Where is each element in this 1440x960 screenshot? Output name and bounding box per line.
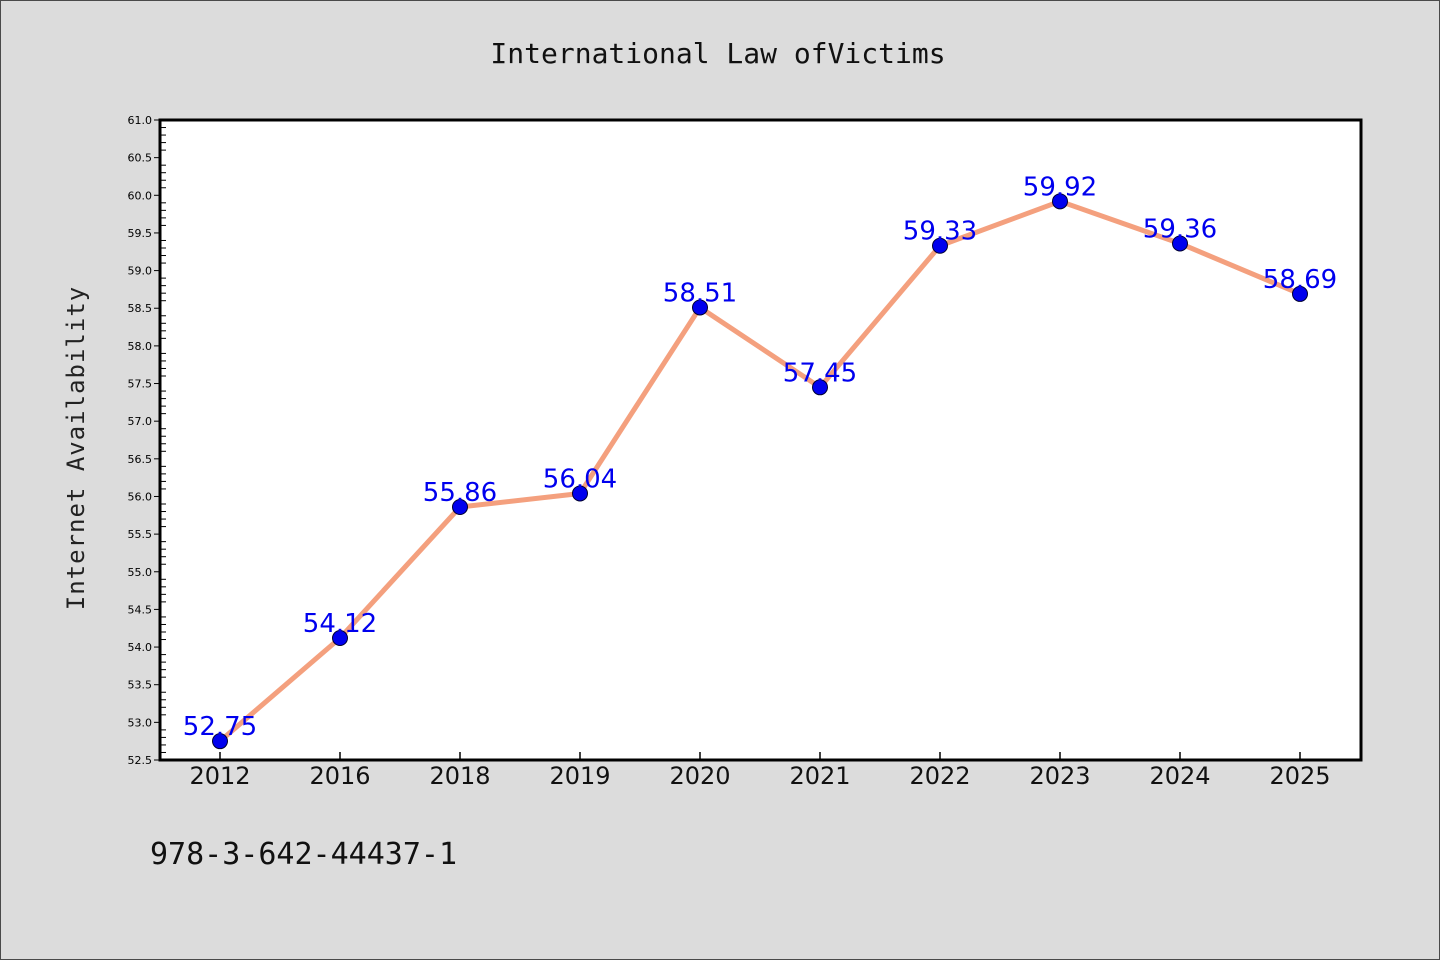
x-tick-label: 2019 <box>549 762 610 790</box>
data-point <box>1172 235 1188 252</box>
data-label: 57.45 <box>783 358 857 388</box>
data-label: 58.69 <box>1263 265 1337 295</box>
y-tick-label: 54.0 <box>128 641 153 654</box>
y-tick-label: 57.5 <box>128 378 153 391</box>
x-tick-label: 2022 <box>909 762 970 790</box>
data-point <box>572 485 588 502</box>
plot-area <box>158 118 1363 762</box>
data-label: 58.51 <box>663 278 737 308</box>
chart-title: International Law ofVictims <box>490 37 945 70</box>
y-tick-label: 60.5 <box>128 152 153 165</box>
y-tick-label: 55.0 <box>128 566 153 579</box>
data-label: 59.36 <box>1143 214 1217 244</box>
y-tick-label: 52.5 <box>128 754 153 767</box>
data-label: 59.33 <box>903 217 977 247</box>
data-point <box>452 499 468 516</box>
series-line <box>218 198 1301 744</box>
data-point <box>332 630 348 647</box>
y-tick-label: 59.5 <box>128 227 153 240</box>
data-point <box>692 299 708 316</box>
x-tick-label: 2021 <box>789 762 850 790</box>
x-tick-label: 2020 <box>669 762 730 790</box>
y-tick-label: 57.0 <box>128 415 153 428</box>
y-tick-label: 55.5 <box>128 528 153 541</box>
data-point <box>212 733 228 750</box>
y-tick-label: 61.0 <box>128 114 153 127</box>
y-tick-label: 53.0 <box>128 716 153 729</box>
isbn-footer: 978-3-642-44437-1 <box>150 837 457 872</box>
data-label: 54.12 <box>303 609 377 639</box>
y-tick-label: 53.5 <box>128 679 153 692</box>
y-tick-label: 59.0 <box>128 265 153 278</box>
x-tick-label: 2023 <box>1029 762 1090 790</box>
y-tick-label: 54.5 <box>128 603 153 616</box>
y-axis: 52.5 53.0 53.5 54.0 54.5 55.0 55.5 56.0 56.5 57.0… <box>128 114 166 767</box>
series-markers <box>212 193 1308 750</box>
y-tick-label: 56.5 <box>128 453 153 466</box>
x-tick-label: 2024 <box>1149 762 1210 790</box>
x-tick-label: 2025 <box>1269 762 1330 790</box>
data-label: 52.75 <box>183 712 257 742</box>
x-tick-label: 2018 <box>429 762 490 790</box>
data-label: 59.92 <box>1023 172 1097 202</box>
data-point <box>1052 193 1068 210</box>
y-tick-label: 58.5 <box>128 302 153 315</box>
data-point <box>932 237 948 254</box>
x-tick-label: 2016 <box>309 762 370 790</box>
data-point <box>812 379 828 396</box>
y-tick-label: 56.0 <box>128 490 153 503</box>
x-axis: 2012 2016 2018 2019 2020 2021 2022 2023 2024 2025 <box>189 752 1331 790</box>
data-label: 55.86 <box>423 478 497 508</box>
y-tick-label: 60.0 <box>128 189 153 202</box>
y-tick-label: 58.0 <box>128 340 153 353</box>
y-axis-label: Internet Availability <box>62 286 90 610</box>
data-point <box>1292 285 1308 302</box>
data-label: 56.04 <box>543 464 617 494</box>
x-tick-label: 2012 <box>189 762 250 790</box>
data-labels: 52.75 54.12 55.86 56.04 58.51 57.45 59.33 59.92… <box>183 172 1337 742</box>
